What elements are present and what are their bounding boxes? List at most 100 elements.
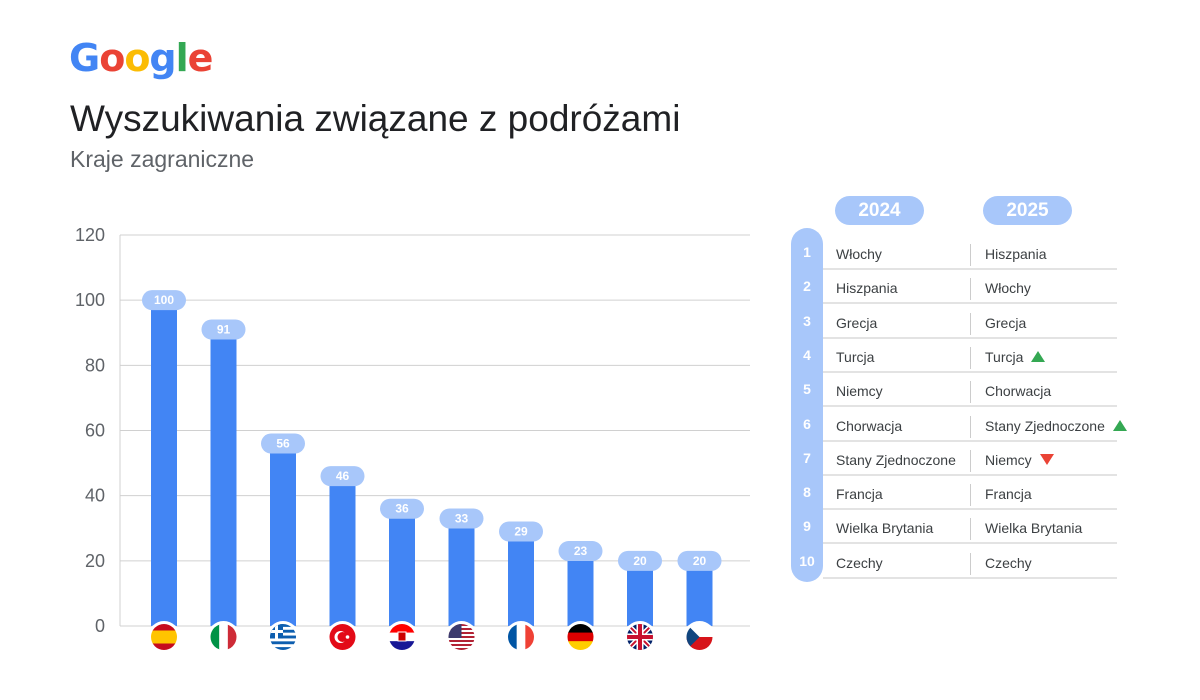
country-2025-label: Grecja — [985, 314, 1027, 331]
ranking-row: 3 Grecja Grecja — [791, 305, 1121, 339]
rank-number: 1 — [803, 244, 811, 260]
header-2024: 2024 — [835, 196, 924, 225]
y-tick-label: 40 — [85, 486, 105, 506]
bar — [270, 443, 296, 626]
column-divider — [970, 312, 971, 335]
column-divider — [970, 552, 971, 575]
country-2024: Stany Zjednoczone — [836, 451, 956, 468]
rank-number: 8 — [803, 484, 811, 501]
column-divider — [970, 484, 971, 507]
value-pill — [142, 290, 186, 311]
country-2025-label: Turcja — [985, 348, 1024, 365]
rank-number: 9 — [803, 518, 811, 535]
column-divider — [970, 278, 971, 301]
rank-number: 10 — [799, 552, 815, 569]
country-2024: Włochy — [836, 246, 882, 262]
value-label: 100 — [154, 293, 174, 307]
page-subtitle: Kraje zagraniczne — [70, 146, 255, 172]
y-tick-label: 0 — [95, 616, 105, 636]
country-2025-label: Hiszpania — [985, 246, 1047, 262]
country-2024: Grecja — [836, 314, 878, 331]
country-2025-label: Stany Zjednoczone — [985, 417, 1105, 434]
country-2025: Francja — [985, 486, 1032, 502]
rank-number: 5 — [803, 381, 811, 398]
flag-tr-icon — [329, 624, 356, 650]
bar — [627, 560, 653, 626]
header-2025: 2025 — [983, 196, 1072, 225]
column-divider — [970, 346, 971, 369]
row-divider — [823, 508, 1117, 511]
country-2025: Włochy — [985, 280, 1031, 296]
bar — [329, 476, 356, 626]
row-divider — [823, 576, 1117, 579]
bar-chart: 0 20 40 60 80 100 120 100 91 56 46 36 33 29 23 20 20 — [74, 225, 750, 650]
value-label: 20 — [633, 554, 647, 568]
value-label: 20 — [693, 554, 707, 568]
value-pill — [261, 433, 305, 454]
rank-number: 6 — [803, 415, 811, 432]
bar — [151, 300, 177, 626]
value-pill — [499, 521, 543, 542]
country-2025: Czechy — [985, 555, 1032, 571]
row-divider — [823, 439, 1117, 442]
y-tick-label: 120 — [75, 225, 105, 245]
country-2025-label: Chorwacja — [985, 383, 1052, 400]
country-2025: Stany Zjednoczone — [985, 418, 1127, 434]
rank-column — [791, 228, 823, 582]
value-label: 33 — [455, 511, 469, 525]
trend-up-icon — [1031, 350, 1046, 362]
flag-us-icon — [448, 624, 475, 650]
country-2024: Turcja — [836, 348, 875, 365]
y-tick-label: 80 — [85, 355, 105, 375]
bar — [210, 329, 237, 626]
country-2024: Chorwacja — [836, 417, 903, 434]
trend-down-icon — [1039, 453, 1054, 465]
country-2025-label: Włochy — [985, 280, 1031, 297]
ranking-row: 9 Wielka Brytania Wielka Brytania — [791, 510, 1121, 545]
rank-number: 7 — [803, 449, 811, 466]
country-2025: Chorwacja — [985, 383, 1051, 399]
flag-es-icon — [151, 624, 177, 650]
page-title: Wyszukiwania związane z podróżami — [70, 98, 681, 139]
row-divider — [823, 302, 1117, 305]
y-tick-label: 60 — [85, 421, 105, 441]
country-2024: Wielka Brytania — [836, 520, 934, 537]
ranking-row: 4 Turcja Turcja — [791, 339, 1121, 373]
bar — [508, 531, 534, 626]
row-divider — [823, 268, 1117, 270]
value-pill — [677, 550, 722, 571]
ranking-row: 1 Włochy Hiszpania — [791, 236, 1121, 270]
rank-number: 3 — [803, 312, 811, 329]
country-2025: Turcja — [985, 348, 1046, 365]
country-2025: Wielka Brytania — [985, 520, 1082, 536]
row-divider — [823, 542, 1117, 545]
country-2024: Francja — [836, 486, 883, 503]
value-pill — [558, 541, 603, 562]
country-2025-label: Wielka Brytania — [985, 520, 1083, 537]
ranking-row: 2 Hiszpania Włochy — [791, 270, 1121, 305]
y-tick-label: 100 — [75, 290, 105, 310]
flag-it-icon — [210, 624, 237, 650]
column-divider — [970, 449, 971, 472]
row-divider — [823, 473, 1117, 476]
column-divider — [970, 381, 971, 404]
rank-number: 2 — [803, 278, 811, 295]
value-label: 46 — [336, 469, 350, 483]
bar — [686, 560, 713, 626]
column-divider — [970, 415, 971, 438]
ranking-row: 6 Chorwacja Stany Zjednoczone — [791, 408, 1127, 442]
trend-up-icon — [1112, 419, 1127, 431]
country-2024: Hiszpania — [836, 280, 898, 297]
country-2025-label: Czechy — [985, 554, 1032, 571]
flag-hr-icon — [389, 624, 415, 650]
value-label: 23 — [574, 544, 588, 558]
bar — [567, 551, 594, 626]
value-pill — [618, 550, 662, 571]
country-2025-label: Francja — [985, 486, 1032, 503]
value-pill — [201, 319, 246, 340]
rank-number: 4 — [803, 346, 811, 363]
value-label: 36 — [395, 502, 409, 516]
google-logo: Google — [69, 36, 213, 80]
y-tick-label: 20 — [85, 551, 105, 571]
value-label: 91 — [217, 322, 231, 336]
